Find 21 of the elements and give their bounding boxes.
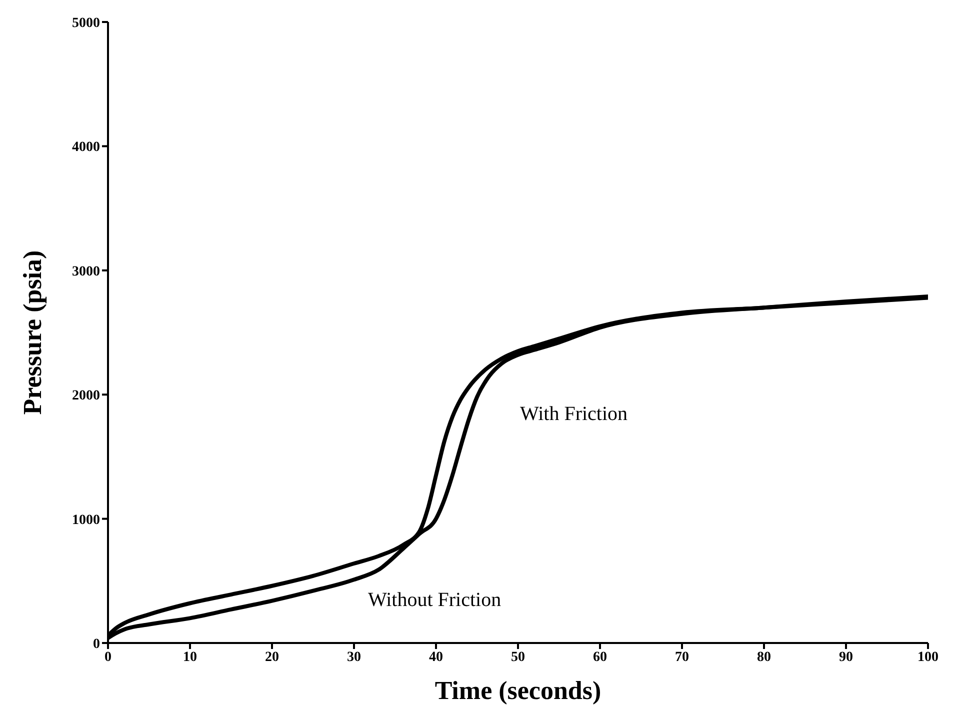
y-tick-label: 1000 <box>72 512 100 528</box>
x-tick-label: 80 <box>757 650 771 665</box>
x-tick-label: 0 <box>104 650 112 665</box>
y-axis-title: Pressure (psia) <box>18 250 48 415</box>
x-tick-label: 100 <box>918 650 938 665</box>
y-tick-label: 4000 <box>72 140 100 156</box>
x-tick-label: 60 <box>593 650 607 665</box>
y-tick-label: 3000 <box>72 264 100 280</box>
annotation: With Friction <box>520 403 628 425</box>
annotation: Without Friction <box>368 589 502 611</box>
y-tick-label: 5000 <box>72 16 100 31</box>
x-tick-label: 70 <box>675 650 689 665</box>
x-tick-label: 50 <box>511 650 525 665</box>
x-tick-label: 40 <box>429 650 443 665</box>
y-tick-label: 2000 <box>72 388 100 404</box>
x-tick-label: 10 <box>183 650 197 665</box>
x-tick-label: 30 <box>347 650 361 665</box>
y-tick-label: 0 <box>93 636 100 652</box>
x-axis-title: Time (seconds) <box>434 676 602 705</box>
x-tick-label: 20 <box>265 650 279 665</box>
x-tick-label: 90 <box>839 650 853 665</box>
